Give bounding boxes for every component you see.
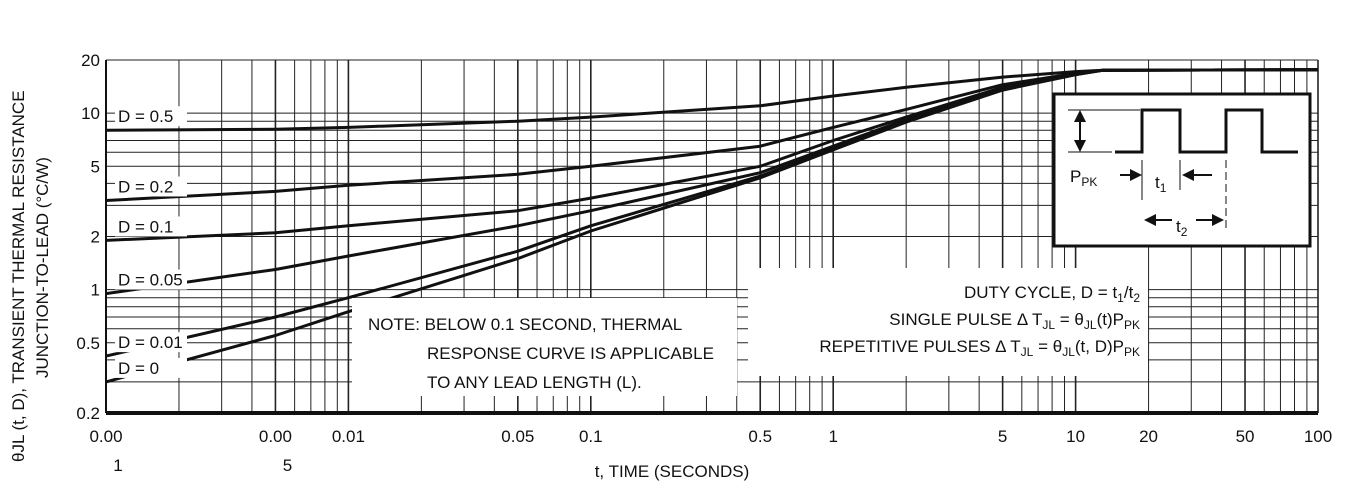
x-tick-label: 5 xyxy=(998,427,1007,446)
x-tick-label: 10 xyxy=(1066,427,1085,446)
curve-labels: D = 0.5 D = 0.2 D = 0.1 D = 0.05 D = 0.01 D =… xyxy=(115,106,187,378)
x-tick-label: 0.05 xyxy=(501,427,534,446)
note-line-2: RESPONSE CURVE IS APPLICABLE xyxy=(427,344,714,363)
curves xyxy=(105,68,1319,384)
note-line-1: NOTE: BELOW 0.1 SECOND, THERMAL xyxy=(368,315,682,334)
x-tick-label: 0.1 xyxy=(579,427,603,446)
series-label-5: D = 0 xyxy=(115,357,187,378)
y-tick-label: 20 xyxy=(81,51,100,70)
duty-cycle-line: DUTY CYCLE, D = t1/t2 xyxy=(964,283,1140,305)
inset-t2-label: t2 xyxy=(1176,217,1188,239)
y-tick-label: 10 xyxy=(81,104,100,123)
series-label-text: D = 0.05 xyxy=(118,271,183,290)
series-label-text: D = 0 xyxy=(118,359,159,378)
y-tick-label: 1 xyxy=(91,281,100,300)
x-tick-label: 20 xyxy=(1139,427,1158,446)
x-tick-label: 0.5 xyxy=(748,427,772,446)
series-label-text: D = 0.1 xyxy=(118,217,173,236)
series-label-text: D = 0.5 xyxy=(118,107,173,126)
y-tick-label: 5 xyxy=(91,157,100,176)
series-line-5 xyxy=(105,68,1319,384)
x-tick-label-continued: 5 xyxy=(283,456,292,475)
inset-t1-label: t1 xyxy=(1155,173,1167,195)
x-tick-label: 1 xyxy=(828,427,837,446)
y-tick-label: 0.2 xyxy=(76,404,100,423)
x-tick-label: 100 xyxy=(1304,427,1332,446)
x-tick-label: 0.00 xyxy=(89,427,122,446)
x-tick-label: 0.00 xyxy=(259,427,292,446)
tick-labels: 0.00 1 0.00 5 0.01 0.05 0.1 0.5 1 5 10 20 50 100 20 10 5… xyxy=(76,51,1332,475)
duty-cycle-box: DUTY CYCLE, D = t1/t2 SINGLE PULSE Δ TJL… xyxy=(748,268,1148,376)
note-box: NOTE: BELOW 0.1 SECOND, THERMAL RESPONSE… xyxy=(352,298,737,396)
repetitive-pulses-line: REPETITIVE PULSES Δ TJL = θJL(t, D)PPK xyxy=(819,337,1140,359)
series-label-text: D = 0.01 xyxy=(118,333,183,352)
series-label-4: D = 0.01 xyxy=(115,332,187,353)
y-axis-title-line-2: JUNCTION-TO-LEAD (°C/W) xyxy=(33,157,52,378)
inset-ppk-label: PPK xyxy=(1070,167,1097,189)
series-label-2: D = 0.1 xyxy=(115,216,187,237)
x-tick-label: 50 xyxy=(1236,427,1255,446)
pulse-inset: PPK t1 t2 xyxy=(1052,92,1312,248)
series-label-3: D = 0.05 xyxy=(115,269,187,290)
y-tick-label: 2 xyxy=(91,228,100,247)
series-label-0: D = 0.5 xyxy=(115,106,187,127)
series-label-text: D = 0.2 xyxy=(118,177,173,196)
x-axis-title: t, TIME (SECONDS) xyxy=(595,462,750,481)
y-tick-label: 0.5 xyxy=(76,334,100,353)
y-axis-title-line-1: θJL (t, D), TRANSIENT THERMAL RESISTANCE xyxy=(9,90,28,462)
series-label-1: D = 0.2 xyxy=(115,176,187,197)
single-pulse-line: SINGLE PULSE Δ TJL = θJL(t)PPK xyxy=(889,310,1140,332)
x-tick-label: 0.01 xyxy=(332,427,365,446)
note-line-3: TO ANY LEAD LENGTH (L). xyxy=(427,373,642,392)
x-tick-label-continued: 1 xyxy=(113,456,122,475)
